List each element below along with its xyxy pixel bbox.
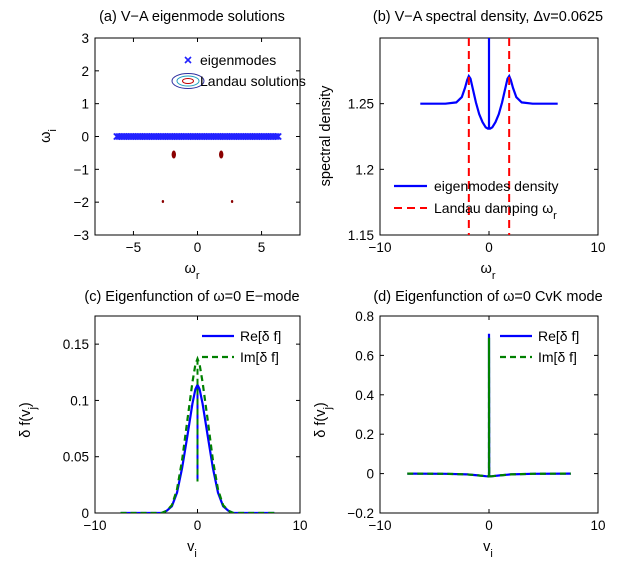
x-tick-label: 10 bbox=[292, 518, 307, 533]
legend-im-label: Im[δ f] bbox=[240, 349, 279, 365]
legend: Re[δ f] Im[δ f] bbox=[202, 328, 281, 365]
y-tick-label: 1 bbox=[81, 97, 89, 112]
legend: Re[δ f] Im[δ f] bbox=[500, 328, 579, 365]
landau-solution-marker bbox=[219, 150, 224, 159]
panel-a: (a) V−A eigenmode solutions −5 0 5 −3 −2 −1 0 1 2… bbox=[38, 9, 306, 282]
y-tick-label: 0.6 bbox=[355, 348, 374, 363]
legend-eigenmodes-marker bbox=[184, 56, 192, 64]
y-tick-label: 1.25 bbox=[348, 97, 374, 112]
im-delta-f-line bbox=[407, 337, 571, 478]
landau-solution-marker bbox=[161, 200, 165, 204]
plot-area bbox=[420, 38, 558, 235]
y-axis-label: δ f(vj) bbox=[18, 402, 39, 438]
x-tick-label: −10 bbox=[369, 240, 392, 255]
y-tick-label: 2 bbox=[81, 64, 89, 79]
y-tick-label: 0 bbox=[81, 130, 89, 145]
legend-re-label: Re[δ f] bbox=[240, 328, 281, 344]
chart-title: (b) V−A spectral density, Δv=0.0625 bbox=[373, 9, 603, 25]
x-tick-label: 10 bbox=[590, 240, 605, 255]
y-tick-label: 0.15 bbox=[63, 337, 89, 352]
x-tick-label: −5 bbox=[126, 240, 141, 255]
x-tick-label: −10 bbox=[84, 518, 107, 533]
y-tick-label: 0.05 bbox=[63, 450, 89, 465]
legend-eigenmodes-label: eigenmodes bbox=[200, 52, 276, 68]
x-tick-label: 10 bbox=[590, 518, 605, 533]
panel-d: (d) Eigenfunction of ω=0 CvK mode −10 0 10 −… bbox=[313, 289, 606, 560]
y-axis-label: ωi bbox=[38, 129, 59, 143]
x-tick-label: −10 bbox=[369, 518, 392, 533]
x-axis-label: ωr bbox=[185, 261, 200, 282]
y-tick-label: 1.2 bbox=[355, 162, 374, 177]
x-axis-label: vi bbox=[187, 539, 197, 560]
x-tick-label: 0 bbox=[485, 518, 493, 533]
x-tick-label: 5 bbox=[258, 240, 266, 255]
y-tick-label: 3 bbox=[81, 31, 89, 46]
x-axis-label: vi bbox=[483, 539, 493, 560]
y-axis-label: spectral density bbox=[318, 85, 334, 186]
legend-re-label: Re[δ f] bbox=[538, 328, 579, 344]
legend-contour-inner bbox=[182, 78, 194, 84]
chart-title: (c) Eigenfunction of ω=0 E−mode bbox=[84, 289, 299, 305]
legend-contour-mid bbox=[176, 75, 200, 87]
y-axis-label: δ f(vj) bbox=[313, 402, 334, 438]
legend-density-label: eigenmodes density bbox=[434, 178, 559, 194]
chart-title: (d) Eigenfunction of ω=0 CvK mode bbox=[373, 289, 602, 305]
panel-b: (b) V−A spectral density, Δv=0.0625 −10 0 1… bbox=[318, 9, 606, 282]
y-tick-label: 0 bbox=[81, 506, 89, 521]
y-tick-label: 0.2 bbox=[355, 427, 374, 442]
y-tick-label: 0.1 bbox=[70, 393, 89, 408]
panel-c: (c) Eigenfunction of ω=0 E−mode−10 0 1000.… bbox=[18, 289, 308, 560]
landau-solution-marker bbox=[230, 200, 234, 204]
x-tick-label: 0 bbox=[485, 240, 493, 255]
y-tick-label: −2 bbox=[74, 195, 89, 210]
legend-im-label: Im[δ f] bbox=[538, 349, 577, 365]
y-tick-label: 0 bbox=[366, 467, 374, 482]
plot-area bbox=[407, 333, 571, 478]
x-tick-label: 0 bbox=[194, 240, 202, 255]
y-tick-label: −3 bbox=[74, 228, 89, 243]
landau-solution-marker bbox=[171, 150, 176, 159]
legend-landau-label: Landau solutions bbox=[200, 73, 306, 89]
y-tick-label: 0.4 bbox=[355, 388, 374, 403]
legend-contour-outer bbox=[171, 73, 205, 89]
legend: eigenmodes Landau solutions bbox=[171, 52, 306, 89]
y-tick-label: 0.8 bbox=[355, 309, 374, 324]
eigenmode-marker bbox=[274, 132, 282, 141]
y-tick-label: 1.15 bbox=[348, 228, 374, 243]
legend: eigenmodes density Landau damping ωr bbox=[394, 178, 559, 222]
plot-area bbox=[113, 132, 282, 204]
chart-title: (a) V−A eigenmode solutions bbox=[99, 9, 285, 25]
y-tick-label: −1 bbox=[74, 162, 89, 177]
eigenmode-marker bbox=[272, 132, 281, 141]
x-tick-label: 0 bbox=[194, 518, 202, 533]
legend-landau-label: Landau damping ωr bbox=[434, 200, 557, 222]
y-tick-label: −0.2 bbox=[347, 506, 374, 521]
x-axis-label: ωr bbox=[481, 261, 496, 282]
plot-area bbox=[120, 355, 275, 513]
